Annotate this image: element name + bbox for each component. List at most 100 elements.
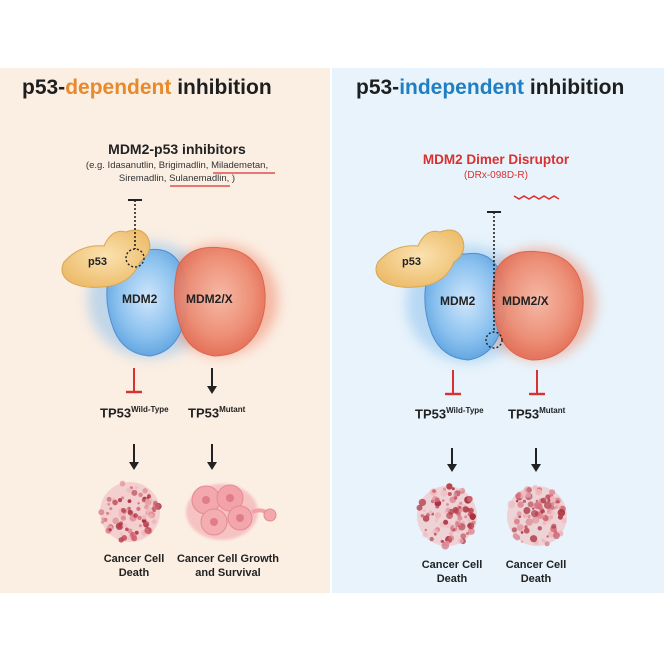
cell-fragment (137, 515, 142, 521)
cell-fragment (469, 513, 477, 520)
inhibitor-examples-line1: (e.g. Idasanutlin, Brigimadlin, Milademe… (70, 160, 284, 171)
examples-text-d: Siremadlin, (118, 173, 170, 184)
cell-fragment (125, 527, 129, 532)
left-outcome-growth-line2: and Survival (195, 567, 261, 579)
cell-fragment (127, 506, 131, 511)
cell-fragment (432, 528, 439, 535)
right-title-suffix: inhibition (524, 76, 625, 99)
cell-fragment (512, 533, 519, 539)
cell-fragment (120, 507, 126, 513)
right-arrow-death-2 (531, 448, 541, 472)
cell-fragment (434, 519, 438, 523)
cell-fragment (112, 517, 119, 525)
cell-fragment (420, 514, 424, 518)
cell-fragment (516, 511, 522, 517)
cell-fragment (440, 489, 448, 497)
cell-fragment (106, 496, 112, 502)
cell-fragment (452, 506, 459, 514)
left-mdmx-shape (174, 246, 266, 357)
left-title-key: dependent (65, 76, 172, 99)
cell-fragment (466, 532, 469, 535)
right-p53-shape (375, 229, 465, 288)
cell-fragment (120, 496, 125, 500)
dying-cell-cluster-left (98, 480, 162, 543)
left-wt-base: TP53 (100, 405, 132, 421)
cell-fragment (520, 540, 524, 543)
cell-fragment (456, 511, 462, 517)
cell-fragment (446, 503, 449, 506)
right-wt-base: TP53 (415, 406, 447, 422)
cell-fragment (98, 509, 105, 516)
cell-fragment (523, 527, 530, 534)
cell-fragment (127, 509, 133, 515)
cell-fragment (142, 521, 150, 528)
cell-fragment (523, 507, 531, 514)
cell-fragment (429, 536, 434, 542)
cell-fragment (141, 498, 146, 503)
cell-fragment (115, 522, 124, 530)
cell-fragment (138, 492, 143, 498)
cell-fragment (458, 506, 462, 509)
cell-fragment (100, 520, 105, 524)
right-outcome-death-2: Cancer Cell Death (486, 558, 586, 586)
cell-fragment (467, 522, 475, 530)
left-panel-title: p53-dependent inhibition (22, 76, 272, 100)
cell-fragment (126, 487, 132, 493)
left-outcome-death: Cancer Cell Death (84, 552, 184, 580)
cell-fragment (120, 515, 126, 521)
disruptor-title: MDM2 Dimer Disruptor (422, 152, 570, 167)
cell-fragment (119, 480, 126, 487)
cell-fragment (144, 499, 152, 507)
right-tp53-wildtype: TP53Wild-Type (415, 406, 484, 421)
cell-fragment (532, 484, 538, 491)
cell-fragment (532, 507, 535, 510)
cell-fragment (557, 514, 563, 520)
cell-fragment (534, 501, 543, 509)
cell-fragment (544, 496, 548, 500)
cell-fragment (517, 501, 524, 508)
cell-fragment (544, 541, 550, 547)
cell-fragment (524, 486, 532, 494)
cell-fragment (447, 492, 452, 496)
cell-fragment (445, 507, 451, 513)
cell-fragment (432, 489, 436, 493)
right-outcome-death1-line2: Death (436, 573, 468, 585)
cell-fragment (520, 531, 524, 534)
cell-fragment (537, 526, 542, 531)
cell-fragment (141, 514, 147, 520)
right-mut-inhibit (529, 370, 545, 396)
right-mut-base: TP53 (508, 406, 540, 422)
cell-fragment (522, 499, 527, 503)
right-protein-complex (375, 195, 596, 362)
cell-fragment (142, 488, 148, 494)
cell-fragment (424, 528, 428, 532)
cell-fragment (435, 516, 439, 520)
cell-fragment (554, 502, 562, 509)
cell-fragment (423, 509, 426, 512)
examples-text-c: , (265, 160, 269, 171)
left-outcome-death-line1: Cancer Cell (103, 553, 165, 565)
left-arrow-death (129, 444, 139, 470)
cell-fragment (542, 521, 547, 526)
cell-fragment (445, 540, 450, 545)
dying-cell-cluster-right-1 (416, 483, 477, 550)
cell-fragment (548, 509, 555, 517)
cell-fragment (131, 535, 138, 542)
cell-fragment (549, 489, 556, 496)
left-tp53-wildtype: TP53Wild-Type (100, 405, 169, 420)
cell-fragment (453, 493, 458, 497)
cell-fragment (466, 496, 473, 502)
cell-fragment (553, 530, 558, 534)
cell-fragment (527, 501, 534, 508)
cell-fragment (112, 499, 118, 506)
cell-fragment (109, 507, 113, 511)
cell-fragment (459, 488, 463, 491)
cell-fragment (526, 496, 530, 500)
cell-fragment (127, 536, 132, 541)
cell-fragment (553, 532, 560, 540)
cell-fragment (451, 487, 455, 491)
cell-fragment (457, 515, 463, 521)
cell-fragment (467, 527, 475, 535)
